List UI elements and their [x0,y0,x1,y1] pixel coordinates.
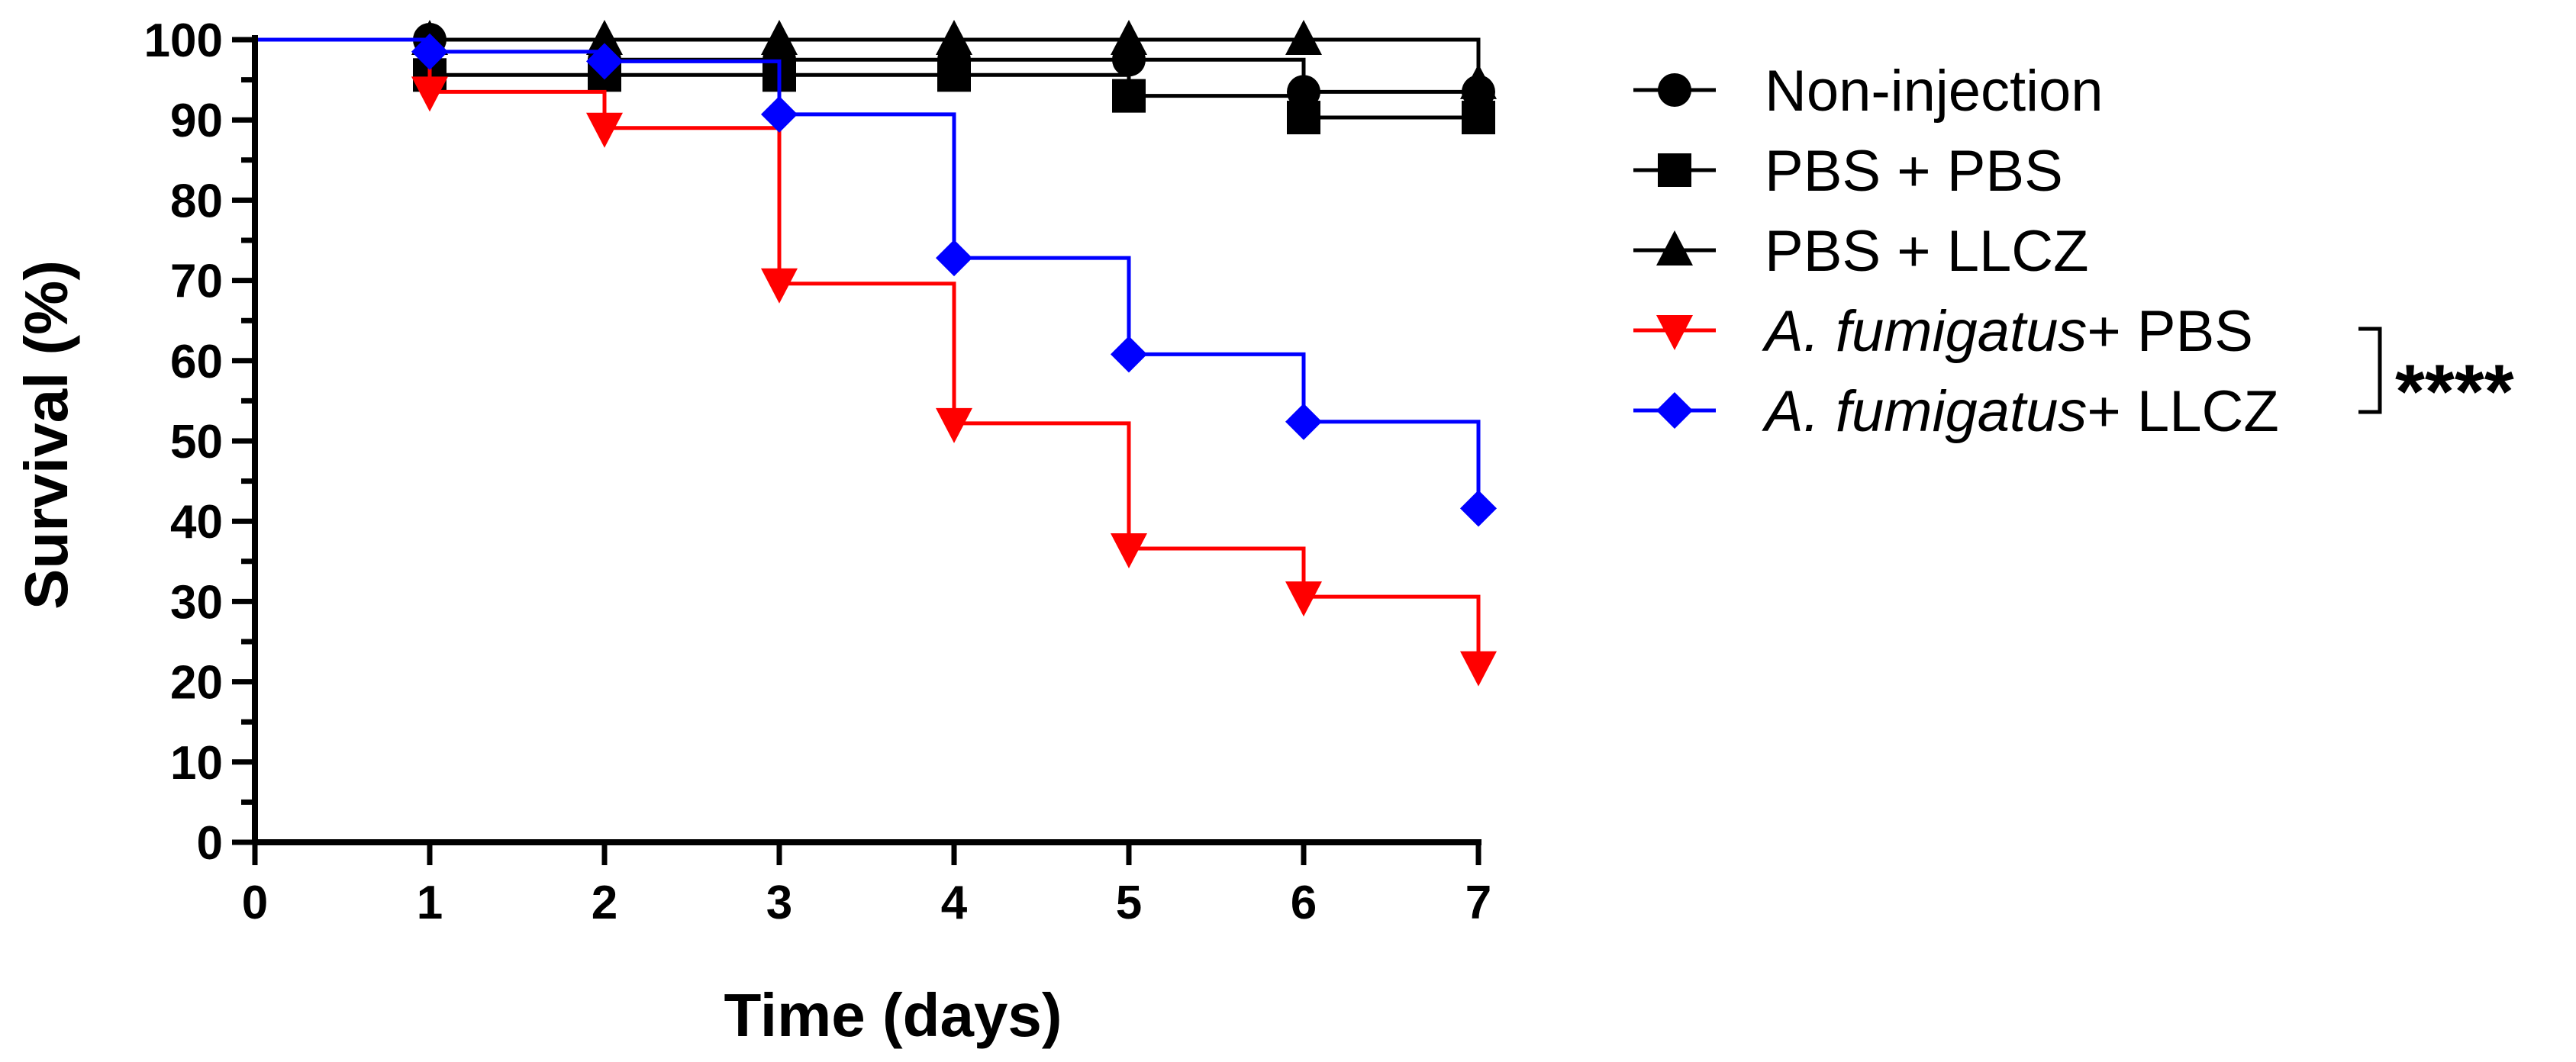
legend-label-part: A. fumigatus [1762,379,2087,444]
x-tick-label: 6 [1291,877,1317,929]
x-tick-label: 5 [1116,877,1142,929]
legend-marker [1656,315,1693,350]
data-point [1285,581,1322,617]
y-tick-label: 70 [170,256,223,308]
data-point [761,95,798,133]
axes-layer: 0 10 20 30 40 50 60 70 80 90 100 0 1 2 3 4 5 6 7 [144,14,1492,929]
legend-label-part: Non-injection [1765,59,2104,124]
data-point [1111,336,1147,373]
y-tick-label: 50 [170,416,223,468]
series-line [255,37,1481,509]
series-a-fumigatus-llcz [255,33,1497,527]
legend-label-part: A. fumigatus [1762,299,2087,364]
legend-entry: A. fumigatus+ PBS [1633,299,2253,364]
legend-marker [1656,392,1693,429]
legend-entry: PBS + PBS [1633,139,2063,204]
data-point [936,240,972,277]
data-point [586,43,623,80]
legend-entry: Non-injection [1633,59,2104,124]
y-tick-label: 80 [170,175,223,227]
legend-label: A. fumigatus+ LLCZ [1762,379,2279,444]
legend-entry: PBS + LLCZ [1633,219,2089,284]
legend-label-part: PBS + LLCZ [1765,219,2089,284]
legend-entry: A. fumigatus+ LLCZ [1633,379,2279,444]
legend-label: PBS + LLCZ [1765,219,2089,284]
y-tick-label: 40 [170,496,223,549]
data-point [761,268,798,304]
y-tick-label: 10 [170,737,223,790]
x-axis-label: Time (days) [724,981,1062,1049]
legend-label-part: PBS + PBS [1765,139,2063,204]
x-tick-label: 1 [417,877,443,929]
data-point [1285,20,1322,55]
data-point [1462,101,1495,135]
data-point [1111,20,1147,55]
y-tick-label: 60 [170,336,223,388]
data-point [1112,79,1146,113]
legend-marker [1656,230,1693,266]
data-point [936,20,972,55]
significance-annotation: **** [2358,327,2514,435]
x-tick-label: 2 [592,877,617,929]
data-point [1460,651,1497,687]
data-point [586,20,623,55]
legend-marker [1658,153,1691,187]
data-point [586,112,623,148]
y-tick-label: 30 [170,576,223,629]
series-line [255,37,1481,667]
legend-label: A. fumigatus+ PBS [1762,299,2253,364]
data-point [937,58,971,92]
data-point [761,20,798,55]
significance-label: **** [2395,349,2514,435]
y-tick-label: 90 [170,95,223,147]
x-tick-label: 0 [242,877,268,929]
y-tick-label: 20 [170,657,223,710]
legend-marker [1658,73,1691,107]
legend: Non-injection PBS + PBS PBS + LLCZ A. fumig… [1633,59,2279,444]
significance-bracket [2358,327,2382,414]
data-point [1285,403,1322,440]
data-point [1460,63,1497,99]
data-point [1287,75,1320,109]
legend-label-part: + PBS [2087,299,2253,364]
y-tick-label: 0 [197,817,223,870]
data-point [1111,533,1147,568]
data-point [1287,101,1320,135]
series-layer [255,20,1497,687]
series-a-fumigatus-pbs [255,37,1497,687]
legend-label-part: + LLCZ [2087,379,2278,444]
y-axis-label: Survival (%) [12,260,80,610]
y-tick-label: 100 [144,14,223,67]
x-tick-label: 7 [1465,877,1491,929]
legend-label: PBS + PBS [1765,139,2063,204]
data-point [411,76,448,112]
data-point [411,33,448,70]
data-point [1460,490,1497,527]
x-tick-label: 4 [941,877,968,929]
x-tick-label: 3 [766,877,792,929]
data-point [936,407,972,443]
legend-label: Non-injection [1765,59,2104,124]
